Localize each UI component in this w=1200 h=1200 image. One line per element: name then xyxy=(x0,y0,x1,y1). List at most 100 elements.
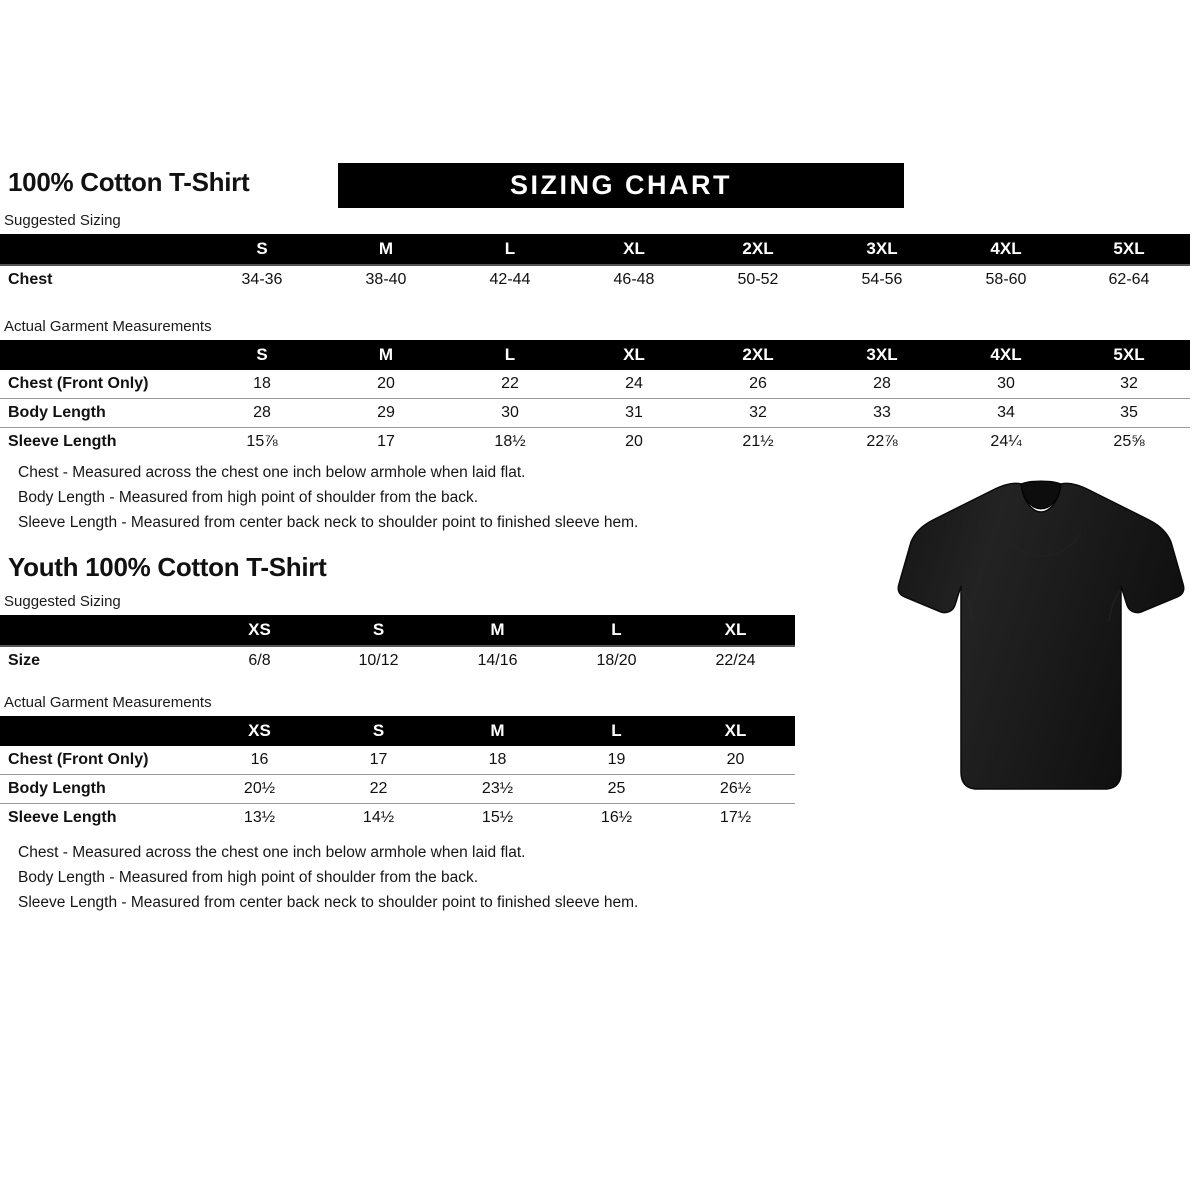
table-header-row: S M L XL 2XL 3XL 4XL 5XL xyxy=(0,340,1190,370)
header-size-cell: XL xyxy=(623,239,645,258)
table-row: Body Length 28 29 30 31 32 33 34 35 xyxy=(0,398,1190,428)
header-size-cell: S xyxy=(372,620,385,639)
row-value: 32 xyxy=(1068,370,1190,399)
row-value: 6/8 xyxy=(200,645,319,675)
sizing-chart-banner-text: SIZING CHART xyxy=(510,170,732,200)
header-size-cell: S xyxy=(256,345,268,364)
header-size-cell: 3XL xyxy=(866,345,898,364)
row-value: 38-40 xyxy=(324,264,448,294)
row-label: Sleeve Length xyxy=(0,803,200,832)
row-value: 31 xyxy=(572,398,696,428)
header-size-cell: 5XL xyxy=(1113,239,1145,258)
row-label: Body Length xyxy=(0,398,200,428)
header-size-cell: L xyxy=(504,239,516,258)
table-row: Chest (Front Only) 18 20 22 24 26 28 30 … xyxy=(0,370,1190,399)
header-size-cell: M xyxy=(378,239,394,258)
row-value: 32 xyxy=(696,398,820,428)
header-size-cell: 2XL xyxy=(742,345,774,364)
row-label: Chest (Front Only) xyxy=(0,370,200,399)
header-size-cell: M xyxy=(490,620,505,639)
header-size-cell: XL xyxy=(623,345,645,364)
sizing-chart-banner: SIZING CHART xyxy=(338,163,904,208)
row-value: 22⅞ xyxy=(820,427,944,456)
row-label: Sleeve Length xyxy=(0,427,200,456)
header-size-cell: 4XL xyxy=(990,239,1022,258)
row-value: 30 xyxy=(448,398,572,428)
row-value: 20 xyxy=(324,370,448,399)
header-label-cell xyxy=(0,340,200,370)
row-value: 14½ xyxy=(319,803,438,832)
adult-actual-measurements-caption: Actual Garment Measurements xyxy=(4,318,212,335)
table-row: Chest (Front Only) 16 17 18 19 20 xyxy=(0,746,795,775)
row-value: 54-56 xyxy=(820,264,944,294)
black-tshirt-illustration xyxy=(897,480,1185,790)
row-value: 20 xyxy=(676,746,795,775)
row-value: 21½ xyxy=(696,427,820,456)
row-label: Size xyxy=(0,645,200,675)
row-value: 19 xyxy=(557,746,676,775)
row-value: 14/16 xyxy=(438,645,557,675)
row-value: 29 xyxy=(324,398,448,428)
note-sleeve-length: Sleeve Length - Measured from center bac… xyxy=(18,894,639,911)
row-value: 17 xyxy=(319,746,438,775)
note-body-length: Body Length - Measured from high point o… xyxy=(18,489,479,506)
header-size-cell: S xyxy=(256,239,268,258)
header-size-cell: 5XL xyxy=(1113,345,1145,364)
row-value: 22/24 xyxy=(676,645,795,675)
note-sleeve-length: Sleeve Length - Measured from center bac… xyxy=(18,514,639,531)
header-size-cell: XL xyxy=(724,721,747,740)
youth-actual-measurements-table: XS S M L XL Chest (Front Only) 16 17 18 … xyxy=(0,716,795,832)
header-size-cell: L xyxy=(504,345,516,364)
row-value: 26½ xyxy=(676,774,795,804)
note-chest: Chest - Measured across the chest one in… xyxy=(18,844,526,861)
header-size-cell: L xyxy=(611,721,622,740)
table-row: Size 6/8 10/12 14/16 18/20 22/24 xyxy=(0,645,795,675)
row-value: 20 xyxy=(572,427,696,456)
row-value: 15⅞ xyxy=(200,427,324,456)
row-value: 10/12 xyxy=(319,645,438,675)
row-value: 34 xyxy=(944,398,1068,428)
row-value: 30 xyxy=(944,370,1068,399)
row-value: 34-36 xyxy=(200,264,324,294)
row-value: 25 xyxy=(557,774,676,804)
row-value: 18 xyxy=(200,370,324,399)
row-value: 23½ xyxy=(438,774,557,804)
tshirt-body-shape xyxy=(897,480,1185,790)
youth-actual-measurements-caption: Actual Garment Measurements xyxy=(4,694,212,711)
table-row: Sleeve Length 13½ 14½ 15½ 16½ 17½ xyxy=(0,803,795,832)
header-size-cell: L xyxy=(611,620,622,639)
table-header-row: XS S M L XL xyxy=(0,615,795,646)
note-body-length: Body Length - Measured from high point o… xyxy=(18,869,479,886)
header-label-cell xyxy=(0,615,200,646)
header-size-cell: M xyxy=(378,345,394,364)
header-size-cell: 2XL xyxy=(742,239,774,258)
youth-section-title: Youth 100% Cotton T-Shirt xyxy=(8,552,327,582)
row-value: 13½ xyxy=(200,803,319,832)
header-size-cell: XL xyxy=(724,620,747,639)
adult-actual-measurements-table: S M L XL 2XL 3XL 4XL 5XL Chest (Front On… xyxy=(0,340,1190,456)
youth-suggested-sizing-caption: Suggested Sizing xyxy=(4,593,121,610)
row-value: 35 xyxy=(1068,398,1190,428)
table-row: Body Length 20½ 22 23½ 25 26½ xyxy=(0,774,795,804)
row-value: 16 xyxy=(200,746,319,775)
row-value: 15½ xyxy=(438,803,557,832)
row-value: 18/20 xyxy=(557,645,676,675)
row-value: 62-64 xyxy=(1068,264,1190,294)
header-size-cell: M xyxy=(490,721,505,740)
row-value: 25⅝ xyxy=(1068,427,1190,456)
row-value: 20½ xyxy=(200,774,319,804)
table-header-row: XS S M L XL xyxy=(0,716,795,746)
row-value: 18 xyxy=(438,746,557,775)
note-chest: Chest - Measured across the chest one in… xyxy=(18,464,526,481)
adult-suggested-sizing-caption: Suggested Sizing xyxy=(4,212,121,229)
row-value: 22 xyxy=(319,774,438,804)
youth-suggested-sizing-table: XS S M L XL Size 6/8 10/12 14/16 18/20 2… xyxy=(0,615,795,675)
table-row: Chest 34-36 38-40 42-44 46-48 50-52 54-5… xyxy=(0,264,1190,294)
header-size-cell: XS xyxy=(248,620,271,639)
row-value: 18½ xyxy=(448,427,572,456)
row-value: 33 xyxy=(820,398,944,428)
row-value: 17 xyxy=(324,427,448,456)
row-value: 22 xyxy=(448,370,572,399)
row-value: 42-44 xyxy=(448,264,572,294)
